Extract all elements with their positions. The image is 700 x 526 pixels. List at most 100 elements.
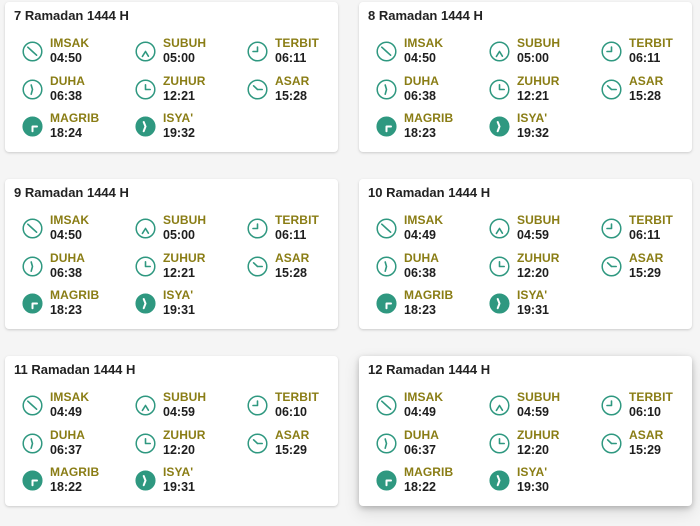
day-card[interactable]: 8 Ramadan 1444 H IMSAK 04:50 SUBUH 05:00 TERB…	[359, 2, 692, 152]
prayer-time-item: ISYA' 19:31	[489, 288, 601, 320]
prayer-name: ISYA'	[517, 111, 548, 125]
clock-isya-icon	[489, 470, 510, 491]
prayer-name: MAGRIB	[404, 465, 454, 479]
prayer-time-item: MAGRIB 18:22	[376, 465, 488, 497]
prayer-time-item: TERBIT 06:10	[247, 390, 359, 422]
prayer-name: SUBUH	[163, 213, 207, 227]
prayer-name: SUBUH	[163, 36, 207, 50]
clock-imsak-icon	[376, 218, 397, 239]
prayer-time: 19:31	[517, 303, 549, 317]
clock-isya-icon	[489, 116, 510, 137]
prayer-time: 18:23	[404, 303, 436, 317]
clock-subuh-icon	[135, 41, 156, 62]
prayer-name: SUBUH	[517, 213, 561, 227]
prayer-time: 04:49	[50, 405, 82, 419]
prayer-time: 15:28	[275, 89, 307, 103]
prayer-name: MAGRIB	[404, 111, 454, 125]
prayer-time-item: ZUHUR 12:21	[135, 251, 247, 283]
prayer-time: 19:31	[163, 303, 195, 317]
prayer-name: MAGRIB	[50, 111, 100, 125]
prayer-name: ZUHUR	[163, 428, 206, 442]
clock-subuh-icon	[489, 218, 510, 239]
prayer-time: 12:20	[163, 443, 195, 457]
clock-isya-icon	[489, 293, 510, 314]
prayer-time-item: DUHA 06:38	[376, 251, 488, 283]
prayer-time-item: IMSAK 04:49	[376, 213, 488, 245]
clock-asar-icon	[601, 433, 622, 454]
prayer-time-item: MAGRIB 18:24	[22, 111, 134, 143]
prayer-name: IMSAK	[50, 36, 90, 50]
prayer-time: 19:32	[163, 126, 195, 140]
prayer-time: 04:59	[517, 405, 549, 419]
clock-imsak-icon	[22, 395, 43, 416]
clock-zuhur-icon	[489, 433, 510, 454]
prayer-name: ZUHUR	[163, 74, 206, 88]
prayer-time-item: IMSAK 04:50	[376, 36, 488, 68]
prayer-time: 06:37	[404, 443, 436, 457]
prayer-time: 18:24	[50, 126, 82, 140]
prayer-time: 12:21	[517, 89, 549, 103]
clock-isya-icon	[135, 293, 156, 314]
prayer-name: MAGRIB	[50, 465, 100, 479]
prayer-time-item: ISYA' 19:31	[135, 288, 247, 320]
prayer-time-item: DUHA 06:38	[22, 74, 134, 106]
prayer-time-item: ASAR 15:28	[601, 74, 700, 106]
day-card[interactable]: 9 Ramadan 1444 H IMSAK 04:50 SUBUH 05:00 TERB…	[5, 179, 338, 329]
prayer-time: 18:23	[404, 126, 436, 140]
clock-zuhur-icon	[135, 433, 156, 454]
day-title: 9 Ramadan 1444 H	[14, 185, 129, 200]
prayer-name: ASAR	[629, 74, 664, 88]
prayer-name: DUHA	[50, 251, 86, 265]
prayer-time-item: DUHA 06:37	[22, 428, 134, 460]
day-card[interactable]: 10 Ramadan 1444 H IMSAK 04:49 SUBUH 04:59 TER…	[359, 179, 692, 329]
day-title: 12 Ramadan 1444 H	[368, 362, 491, 377]
prayer-time-item: DUHA 06:38	[22, 251, 134, 283]
prayer-time-item: ASAR 15:28	[247, 74, 359, 106]
clock-magrib-icon	[22, 116, 43, 137]
prayer-time: 06:11	[275, 228, 307, 242]
prayer-name: SUBUH	[517, 390, 561, 404]
prayer-time-item: TERBIT 06:11	[247, 213, 359, 245]
day-card[interactable]: 12 Ramadan 1444 H IMSAK 04:49 SUBUH 04:59 TER…	[359, 356, 692, 506]
prayer-time-item: TERBIT 06:11	[247, 36, 359, 68]
prayer-name: IMSAK	[50, 390, 90, 404]
prayer-time: 12:21	[163, 89, 195, 103]
prayer-time: 18:22	[404, 480, 436, 494]
prayer-time-item: SUBUH 04:59	[135, 390, 247, 422]
clock-magrib-icon	[22, 293, 43, 314]
clock-terbit-icon	[247, 218, 268, 239]
clock-duha-icon	[376, 433, 397, 454]
prayer-time-item: DUHA 06:38	[376, 74, 488, 106]
prayer-time-item: ZUHUR 12:21	[489, 74, 601, 106]
prayer-name: TERBIT	[629, 390, 673, 404]
prayer-time: 06:38	[404, 89, 436, 103]
clock-isya-icon	[135, 116, 156, 137]
prayer-time-item: ASAR 15:29	[601, 251, 700, 283]
prayer-name: MAGRIB	[50, 288, 100, 302]
prayer-name: IMSAK	[404, 213, 444, 227]
prayer-time-item: TERBIT 06:11	[601, 36, 700, 68]
clock-imsak-icon	[376, 395, 397, 416]
day-title: 10 Ramadan 1444 H	[368, 185, 491, 200]
day-title: 11 Ramadan 1444 H	[14, 362, 136, 377]
prayer-time: 19:30	[517, 480, 549, 494]
prayer-time-item: SUBUH 05:00	[135, 36, 247, 68]
prayer-time-item: MAGRIB 18:23	[22, 288, 134, 320]
prayer-time-item: ISYA' 19:30	[489, 465, 601, 497]
prayer-time: 06:38	[404, 266, 436, 280]
day-card[interactable]: 7 Ramadan 1444 H IMSAK 04:50 SUBUH 05:00 TERB…	[5, 2, 338, 152]
clock-magrib-icon	[376, 470, 397, 491]
prayer-time: 04:59	[517, 228, 549, 242]
prayer-time: 05:00	[517, 51, 549, 65]
prayer-time: 04:59	[163, 405, 195, 419]
clock-subuh-icon	[489, 41, 510, 62]
prayer-name: DUHA	[404, 251, 440, 265]
clock-duha-icon	[376, 79, 397, 100]
prayer-name: IMSAK	[404, 36, 444, 50]
prayer-time: 04:49	[404, 228, 436, 242]
clock-subuh-icon	[489, 395, 510, 416]
prayer-time: 15:29	[629, 443, 661, 457]
prayer-time: 19:31	[163, 480, 195, 494]
prayer-name: DUHA	[404, 428, 440, 442]
day-card[interactable]: 11 Ramadan 1444 H IMSAK 04:49 SUBUH 04:59 TER…	[5, 356, 338, 506]
